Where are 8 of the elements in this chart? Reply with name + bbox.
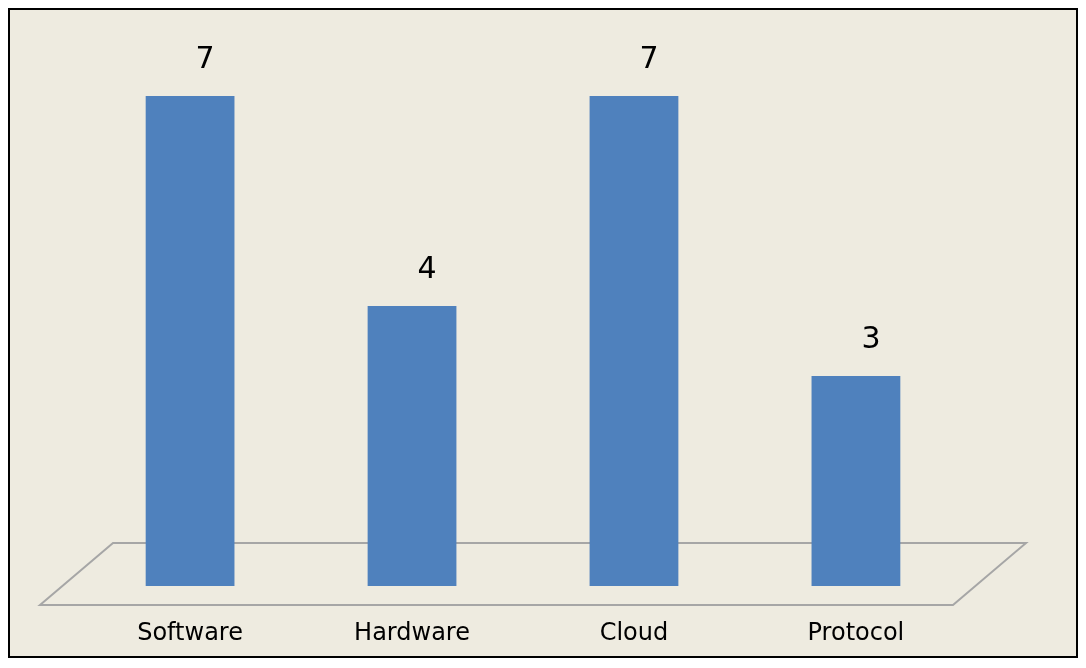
- x-tick-label: Protocol: [807, 618, 905, 646]
- data-label: 4: [417, 250, 437, 285]
- x-tick-label: Hardware: [354, 618, 470, 646]
- x-tick-label: Cloud: [599, 618, 669, 646]
- x-tick-label: Software: [137, 618, 243, 646]
- data-label: 7: [195, 40, 215, 75]
- data-label: 3: [861, 320, 881, 355]
- data-label: 7: [639, 40, 659, 75]
